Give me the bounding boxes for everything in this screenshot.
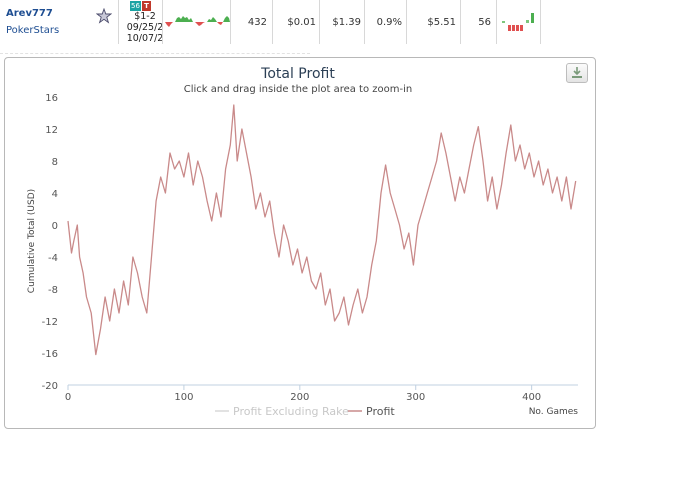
rake-value: $5.51	[427, 17, 456, 28]
y-tick-label: 0	[52, 221, 58, 232]
column-divider	[118, 0, 119, 44]
game-count-badge: 56	[130, 1, 141, 11]
y-tick-label: 8	[52, 157, 58, 168]
star-icon[interactable]	[96, 8, 112, 24]
hands-value: 432	[247, 17, 267, 28]
column-divider	[319, 0, 320, 44]
y-tick-label: -4	[48, 253, 58, 264]
legend-item[interactable]: Profit	[366, 405, 395, 418]
column-divider	[162, 0, 163, 44]
tournament-badge: T	[142, 1, 151, 11]
download-icon	[572, 67, 582, 78]
y-tick-label: -20	[42, 381, 58, 392]
y-tick-label: -8	[48, 285, 58, 296]
export-button[interactable]	[566, 63, 588, 83]
site-link[interactable]: PokerStars	[6, 25, 60, 36]
winnings-value: $1.39	[332, 17, 361, 28]
stake-label: $1-2	[134, 11, 156, 22]
bb100-value: $0.01	[287, 17, 316, 28]
x-tick-label: 100	[174, 392, 193, 403]
session-row: Arev777 PokerStars 56 T $1-2 09/25/2 10/…	[0, 0, 700, 46]
legend-item[interactable]: Profit Excluding Rake	[233, 405, 349, 418]
date-to: 10/07/2	[126, 33, 164, 44]
y-tick-label: -16	[42, 349, 58, 360]
chart-subtitle: Click and drag inside the plot area to z…	[184, 84, 412, 95]
date-from: 09/25/2	[126, 22, 164, 33]
y-tick-label: 4	[52, 189, 58, 200]
player-link[interactable]: Arev777	[6, 8, 53, 19]
y-axis-label: Cumulative Total (USD)	[27, 189, 37, 293]
column-divider	[460, 0, 461, 44]
column-divider	[230, 0, 231, 44]
column-divider	[496, 0, 497, 44]
y-tick-label: -12	[42, 317, 58, 328]
chart-title: Total Profit	[260, 66, 335, 82]
x-tick-label: 300	[406, 392, 425, 403]
total-profit-chart[interactable]	[4, 57, 596, 429]
tables-value: 56	[478, 17, 491, 28]
column-divider	[540, 0, 541, 44]
row-separator	[0, 53, 310, 54]
column-divider	[272, 0, 273, 44]
column-divider	[406, 0, 407, 44]
y-tick-label: 12	[45, 125, 58, 136]
percent-value: 0.9%	[376, 17, 402, 28]
x-tick-label: 400	[522, 392, 541, 403]
series-line-profit	[67, 104, 577, 356]
x-tick-label: 200	[290, 392, 309, 403]
column-divider	[364, 0, 365, 44]
x-tick-label: 0	[65, 392, 71, 403]
y-tick-label: 16	[45, 93, 58, 104]
x-axis-label: No. Games	[529, 407, 579, 417]
profit-sparkline	[165, 16, 230, 27]
results-bars	[502, 13, 534, 31]
